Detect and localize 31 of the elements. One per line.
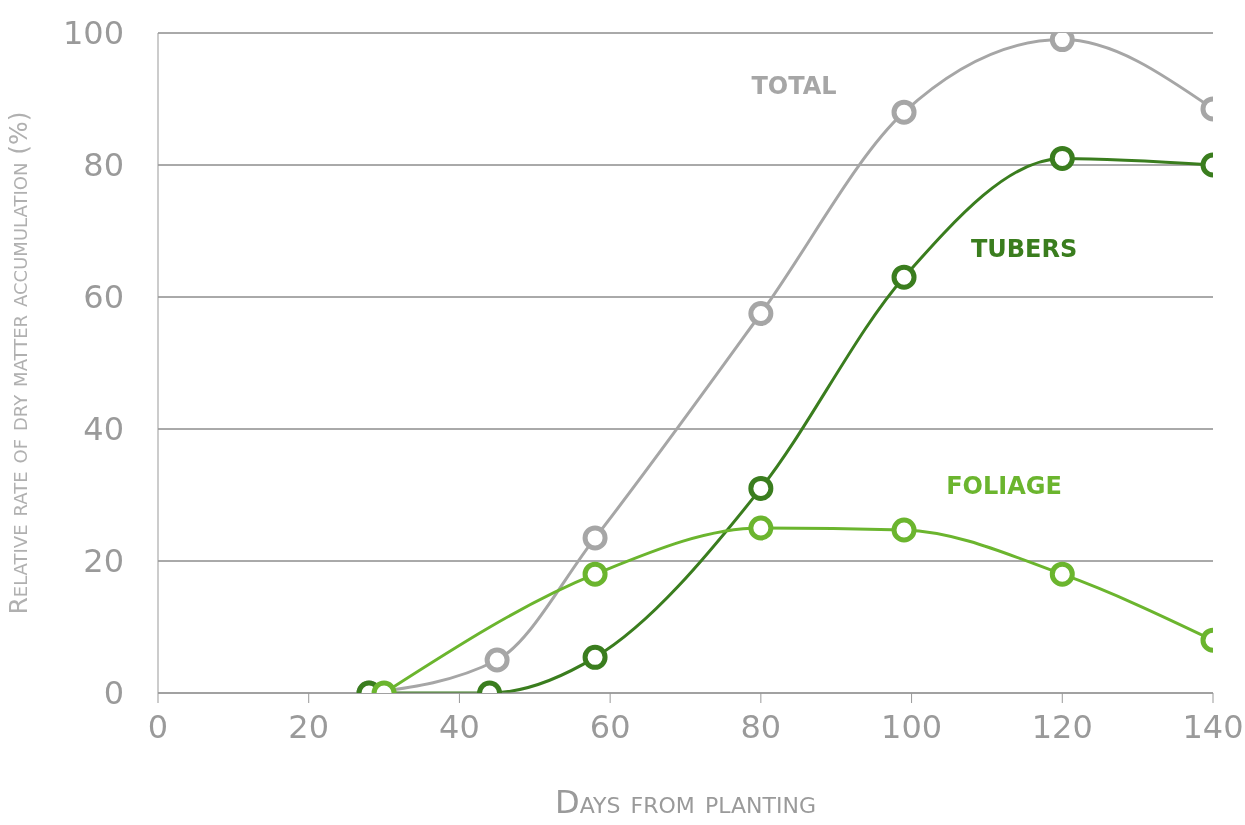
point <box>582 561 608 587</box>
y-tick-label: 60 <box>83 278 124 317</box>
x-tick-label: 100 <box>881 707 943 746</box>
point <box>484 647 510 673</box>
x-tick-label: 60 <box>589 707 631 746</box>
x-tick-label: 120 <box>1031 707 1093 746</box>
point <box>748 515 774 541</box>
point <box>891 264 917 290</box>
y-tick-label: 0 <box>103 674 124 713</box>
point <box>891 99 917 125</box>
x-tick-label: 140 <box>1182 707 1244 746</box>
text: TOTAL <box>751 72 837 101</box>
series-label: TUBERS <box>970 235 1078 264</box>
y-tick-label: 20 <box>83 542 124 581</box>
point <box>748 475 774 501</box>
x-tick-label: 0 <box>147 707 169 746</box>
point <box>582 525 608 551</box>
point <box>891 517 917 543</box>
y-tick-label: 80 <box>83 146 124 185</box>
y-tick-label: 40 <box>83 410 124 449</box>
point <box>1049 561 1075 587</box>
x-tick-label: 40 <box>439 707 480 746</box>
x-tick-label: 20 <box>288 707 330 746</box>
series-label: FOLIAGE <box>946 471 1062 500</box>
point <box>582 644 608 670</box>
y-axis-title: Relative rate of dry matter accumulation (%) <box>3 111 33 615</box>
y-tick-label: 100 <box>62 14 124 53</box>
x-axis-title: Days from planting <box>555 783 816 821</box>
point <box>748 301 774 326</box>
point <box>1049 145 1075 171</box>
x-tick-label: 80 <box>740 707 782 746</box>
